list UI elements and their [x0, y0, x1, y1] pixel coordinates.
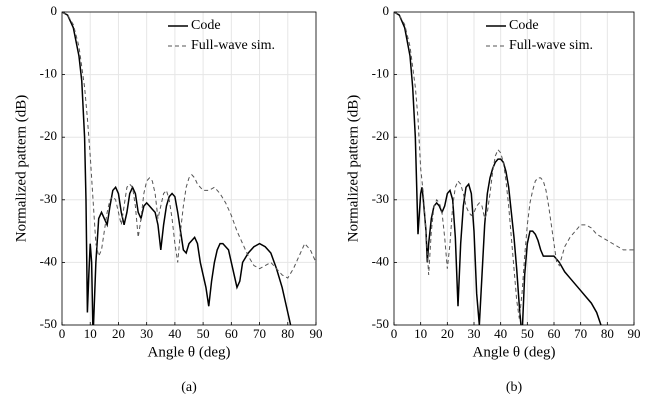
- y-tick-label: -50: [372, 316, 389, 331]
- x-tick-label: 10: [414, 326, 427, 341]
- legend-label: Full-wave sim.: [191, 38, 275, 53]
- y-tick-label: -10: [40, 66, 57, 81]
- plot-area: [393, 11, 635, 326]
- y-axis-label: Normalized pattern (dB): [13, 95, 29, 242]
- y-tick-label: -30: [40, 191, 57, 206]
- x-tick-label: 70: [574, 326, 587, 341]
- y-tick-label: -40: [372, 253, 389, 268]
- legend-label: Code: [509, 18, 539, 33]
- y-tick-label: -50: [40, 316, 57, 331]
- y-tick-label: -10: [372, 66, 389, 81]
- plot-area: [61, 11, 317, 326]
- x-tick-label: 90: [628, 326, 641, 341]
- x-tick-label: 60: [548, 326, 561, 341]
- x-tick-label: 80: [601, 326, 614, 341]
- x-tick-label: 50: [521, 326, 534, 341]
- x-tick-label: 30: [140, 326, 153, 341]
- x-tick-label: 0: [59, 326, 66, 341]
- x-tick-label: 20: [112, 326, 125, 341]
- x-tick-label: 80: [281, 326, 294, 341]
- x-tick-label: 90: [310, 326, 323, 341]
- caption: (a): [181, 380, 197, 395]
- x-tick-label: 20: [441, 326, 454, 341]
- x-tick-label: 40: [168, 326, 181, 341]
- caption: (b): [506, 380, 523, 395]
- x-tick-label: 50: [197, 326, 210, 341]
- y-tick-label: -20: [40, 128, 57, 143]
- x-tick-label: 0: [391, 326, 398, 341]
- series-line: [394, 12, 634, 319]
- x-axis-label: Angle θ (deg): [148, 344, 231, 360]
- x-axis-label: Angle θ (deg): [473, 344, 556, 360]
- y-tick-label: -20: [372, 128, 389, 143]
- x-tick-label: 60: [225, 326, 238, 341]
- y-tick-label: -40: [40, 253, 57, 268]
- axes-frame: [61, 11, 317, 326]
- axes-frame: [393, 11, 635, 326]
- legend-label: Full-wave sim.: [509, 38, 593, 53]
- x-tick-label: 30: [468, 326, 481, 341]
- legend-label: Code: [191, 18, 221, 33]
- x-tick-label: 10: [84, 326, 97, 341]
- x-tick-label: 70: [253, 326, 266, 341]
- series-line: [62, 12, 316, 279]
- y-tick-label: 0: [383, 3, 390, 18]
- y-tick-label: -30: [372, 191, 389, 206]
- y-tick-label: 0: [51, 3, 58, 18]
- series-line: [394, 12, 602, 325]
- series-line: [62, 12, 292, 325]
- y-axis-label: Normalized pattern (dB): [345, 95, 361, 242]
- x-tick-label: 40: [494, 326, 507, 341]
